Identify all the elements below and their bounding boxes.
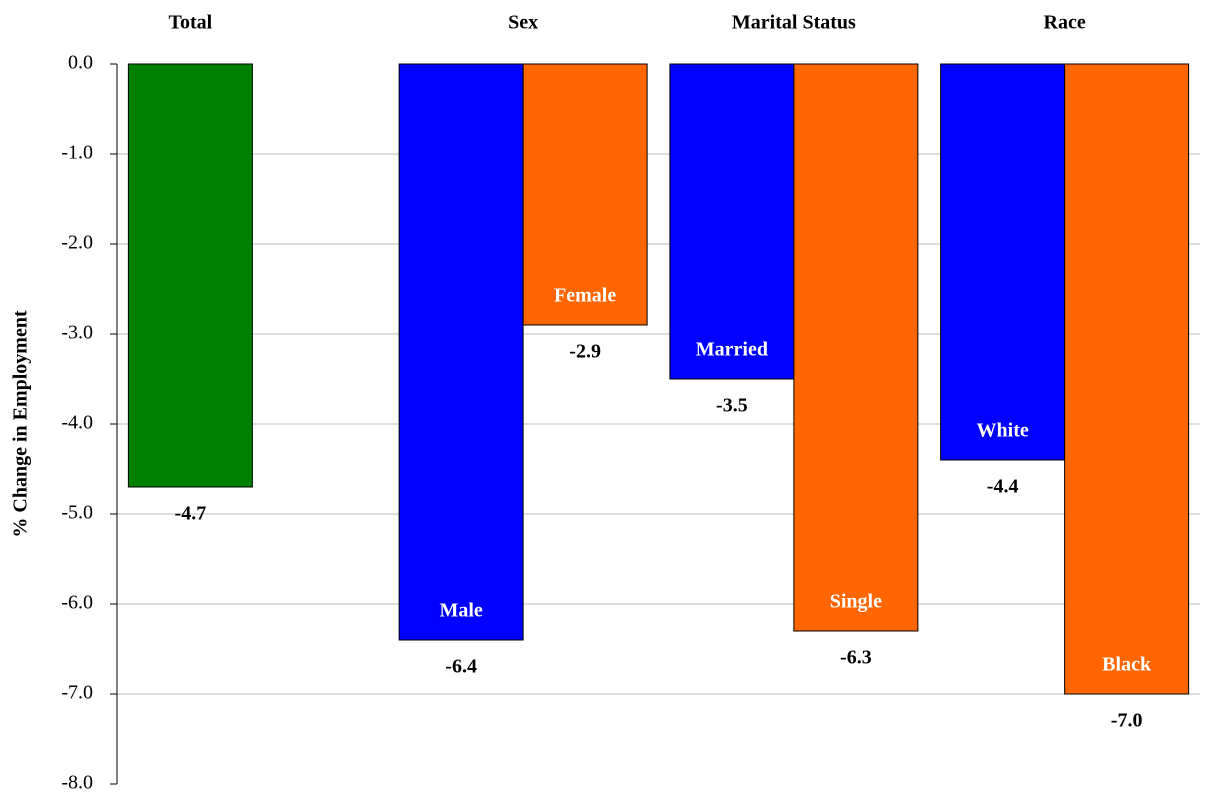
bar: [669, 63, 795, 380]
bar-label: Black: [1102, 654, 1152, 676]
bar: [127, 63, 253, 488]
y-tick-label: -7.0: [61, 682, 93, 704]
bar-label: Male: [439, 600, 482, 622]
bar: [398, 63, 524, 641]
value-label: -4.4: [987, 476, 1019, 498]
value-label: -7.0: [1111, 710, 1143, 732]
value-label: -6.3: [840, 647, 872, 669]
y-axis-label: % Change in Employment: [10, 310, 32, 538]
y-tick-label: -6.0: [61, 592, 93, 614]
y-tick-label: 0.0: [68, 52, 93, 74]
y-tick-label: -5.0: [61, 502, 93, 524]
bar: [940, 63, 1066, 461]
y-tick-label: -4.0: [61, 412, 93, 434]
bar-label: Married: [696, 339, 768, 361]
bar-label: Single: [830, 591, 882, 613]
value-label: -3.5: [716, 395, 748, 417]
value-label: -2.9: [569, 341, 601, 363]
group-label: Marital Status: [732, 12, 856, 34]
bar: [1064, 63, 1190, 695]
bar-label: Female: [554, 285, 616, 307]
bar: [793, 63, 919, 632]
value-label: -6.4: [445, 656, 477, 678]
group-label: Race: [1044, 12, 1086, 34]
group-label: Sex: [508, 12, 538, 34]
bar: [522, 63, 648, 326]
y-tick-label: -8.0: [61, 772, 93, 794]
value-label: -4.7: [175, 503, 207, 525]
group-label: Total: [169, 12, 213, 34]
y-tick-label: -3.0: [61, 322, 93, 344]
bar-label: White: [977, 420, 1029, 442]
y-tick-label: -2.0: [61, 232, 93, 254]
y-tick-label: -1.0: [61, 142, 93, 164]
